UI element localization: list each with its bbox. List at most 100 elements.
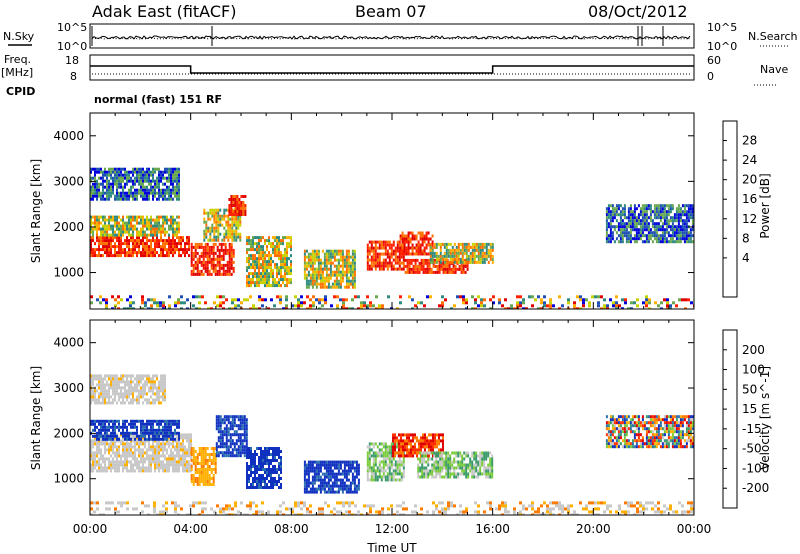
data-cell — [146, 439, 148, 443]
data-cell — [510, 304, 513, 308]
data-cell — [256, 453, 258, 456]
data-cell — [168, 185, 170, 189]
data-cell — [202, 254, 205, 258]
data-cell — [159, 304, 162, 308]
data-cell — [260, 266, 262, 270]
data-cell — [235, 217, 238, 221]
data-cell — [162, 383, 164, 387]
data-cell — [118, 176, 120, 180]
data-cell — [192, 254, 195, 258]
data-cell — [142, 419, 144, 423]
data-cell — [124, 457, 126, 461]
data-cell — [144, 457, 146, 461]
data-cell — [228, 210, 231, 213]
data-cell — [264, 477, 266, 480]
data-cell — [110, 236, 112, 240]
data-cell — [457, 251, 460, 255]
data-cell — [108, 428, 110, 432]
data-cell — [605, 234, 608, 238]
data-cell — [202, 480, 205, 483]
data-cell — [166, 218, 168, 222]
data-cell — [681, 234, 684, 238]
data-cell — [353, 264, 356, 268]
data-cell — [200, 477, 203, 480]
data-cell — [417, 240, 420, 244]
data-cell — [268, 459, 270, 462]
data-cell — [150, 383, 152, 387]
data-cell — [190, 477, 193, 480]
data-cell — [386, 243, 389, 247]
data-cell — [98, 466, 100, 470]
data-cell — [134, 451, 136, 455]
data-cell — [325, 267, 328, 271]
data-cell — [370, 255, 373, 259]
data-cell — [337, 282, 340, 286]
data-cell — [190, 453, 193, 456]
data-cell — [206, 474, 209, 477]
data-cell — [305, 279, 308, 283]
data-cell — [158, 176, 160, 180]
data-cell — [114, 251, 116, 255]
data-cell — [204, 254, 207, 258]
data-cell — [178, 176, 180, 180]
data-cell — [274, 248, 276, 252]
data-cell — [250, 278, 252, 282]
data-cell — [148, 374, 150, 378]
data-cell — [100, 380, 102, 384]
data-cell — [90, 457, 92, 461]
data-cell — [150, 466, 152, 470]
data-cell — [200, 465, 203, 468]
data-cell — [116, 460, 118, 464]
data-cell — [232, 254, 235, 258]
data-cell — [152, 439, 154, 443]
data-cell — [140, 188, 142, 192]
data-cell — [607, 234, 610, 238]
data-cell — [294, 304, 297, 308]
data-cell — [270, 269, 272, 273]
data-cell — [92, 248, 94, 252]
data-cell — [625, 216, 628, 220]
data-cell — [398, 261, 401, 265]
data-cell — [162, 307, 165, 309]
data-cell — [134, 460, 136, 464]
data-cell — [416, 267, 419, 271]
data-cell — [248, 272, 250, 276]
data-cell — [661, 234, 664, 238]
data-cell — [206, 465, 209, 468]
data-cell — [567, 301, 570, 305]
data-cell — [215, 226, 218, 230]
data-cell — [685, 204, 688, 208]
data-cell — [460, 264, 463, 268]
data-cell — [142, 434, 144, 438]
data-cell — [176, 221, 178, 225]
data-cell — [463, 245, 466, 249]
data-cell — [90, 224, 92, 228]
data-cell — [209, 217, 212, 221]
data-cell — [374, 261, 377, 265]
data-cell — [162, 245, 164, 249]
data-cell — [166, 425, 168, 429]
data-cell — [142, 188, 144, 192]
data-cell — [215, 217, 218, 221]
data-cell — [150, 248, 152, 252]
data-cell — [653, 216, 656, 220]
data-cell — [104, 401, 106, 405]
data-cell — [225, 232, 228, 236]
data-cell — [126, 239, 128, 243]
data-cell — [607, 222, 610, 226]
data-cell — [441, 257, 444, 261]
data-cell — [152, 170, 154, 174]
data-cell — [100, 419, 102, 423]
data-cell — [250, 272, 252, 276]
data-cell — [228, 207, 231, 210]
data-cell — [192, 266, 195, 270]
data-cell — [341, 276, 344, 280]
data-cell — [206, 447, 209, 450]
data-cell — [409, 237, 412, 241]
data-cell — [212, 483, 215, 486]
data-cell — [90, 422, 92, 426]
data-cell — [605, 228, 608, 232]
data-cell — [170, 176, 172, 180]
data-cell — [597, 301, 600, 305]
data-cell — [335, 282, 338, 286]
